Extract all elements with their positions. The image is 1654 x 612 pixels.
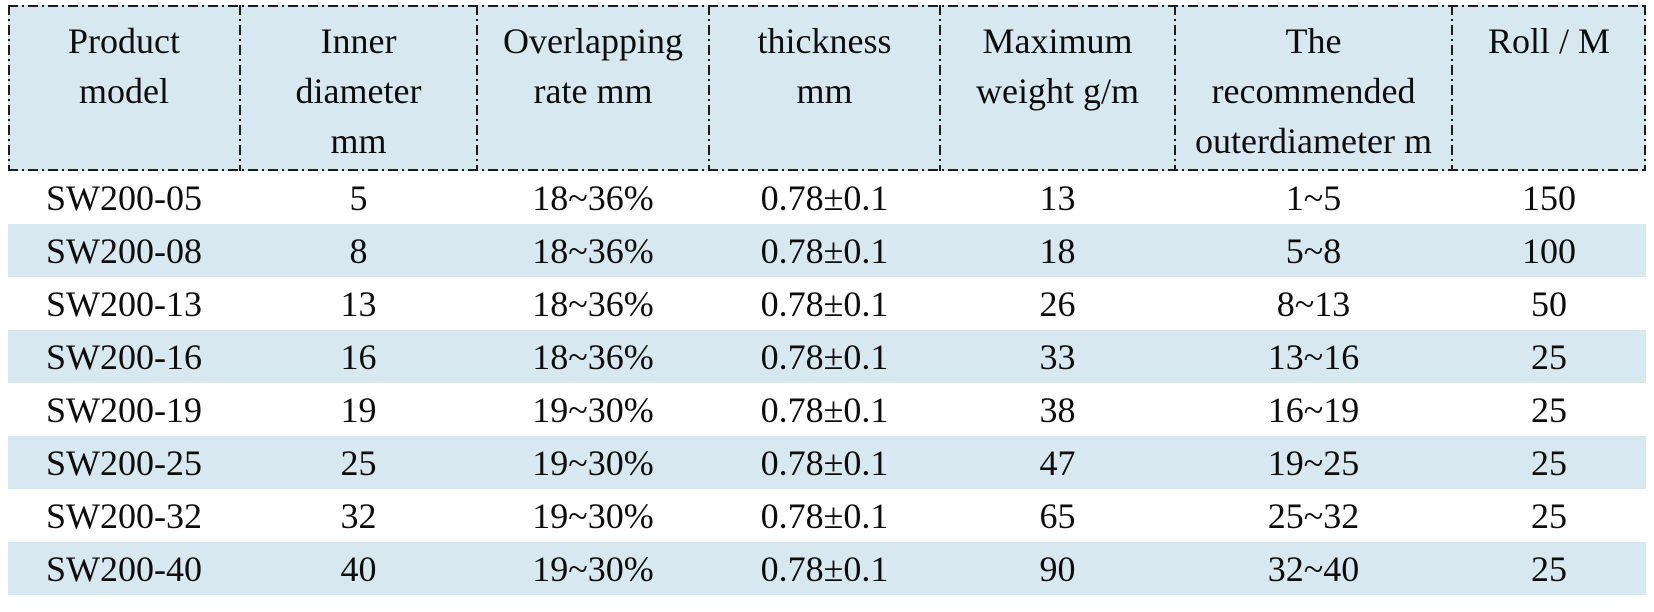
table-cell: 50 — [1531, 283, 1567, 324]
header-label-line: weight g/m — [976, 71, 1139, 111]
table-cell: 25 — [1531, 495, 1567, 536]
table-cell: SW200-19 — [46, 389, 202, 430]
table-row: SW200-13 13 18~36% 0.78±0.1 26 8~13 50 — [8, 277, 1646, 330]
header-label-line: Product — [68, 21, 180, 61]
table-cell: SW200-13 — [46, 283, 202, 324]
table-cell: SW200-32 — [46, 495, 202, 536]
table-cell: 65 — [1039, 495, 1076, 536]
table-cell: 18~36% — [532, 283, 654, 324]
table-cell: 0.78±0.1 — [760, 230, 889, 271]
table-cell: 16~19 — [1267, 389, 1360, 430]
table-cell: 19~30% — [532, 548, 654, 589]
table-cell: 38 — [1039, 389, 1076, 430]
table-cell: SW200-25 — [46, 442, 202, 483]
table-row: SW200-40 40 19~30% 0.78±0.1 90 32~40 25 — [8, 542, 1646, 595]
header-label-line: mm — [796, 71, 853, 111]
table-cell: 150 — [1522, 177, 1576, 218]
table-cell: 90 — [1039, 548, 1076, 589]
header-cell-product-model: Product model — [8, 5, 241, 171]
table-cell: 13 — [1039, 177, 1076, 218]
header-label-line: Maximum — [982, 21, 1133, 61]
header-label-line: mm — [330, 121, 387, 161]
table-cell: SW200-16 — [46, 336, 202, 377]
table-cell: 25 — [1531, 336, 1567, 377]
table-row: SW200-32 32 19~30% 0.78±0.1 65 25~32 25 — [8, 489, 1646, 542]
header-label-line: recommended — [1211, 71, 1416, 111]
header-border-bottom — [8, 169, 1646, 171]
table-cell: 5~8 — [1285, 230, 1342, 271]
table-cell: 5 — [349, 177, 368, 218]
header-label-line: Roll / M — [1487, 21, 1611, 61]
table-cell: 8 — [349, 230, 368, 271]
header-cell-overlapping-rate-mm: Overlapping rate mm — [477, 5, 710, 171]
table-cell: 26 — [1039, 283, 1076, 324]
header-label-line: diameter — [295, 71, 422, 111]
table-header-row: Product model Inner diameter mm Overlapping ra… — [8, 5, 1646, 171]
table-cell: 18~36% — [532, 230, 654, 271]
header-label-line: outerdiameter m — [1195, 121, 1432, 161]
header-cell-thickness-mm: thickness mm — [709, 5, 941, 171]
table-cell: 13~16 — [1267, 336, 1360, 377]
table-cell: 18~36% — [532, 336, 654, 377]
table-cell: SW200-40 — [46, 548, 202, 589]
table-cell: 25 — [1531, 442, 1567, 483]
header-cell-the-recommended-outerdiameter-m: The recommended outerdiameter m — [1175, 5, 1453, 171]
header-border-top — [8, 5, 1646, 7]
table-cell: 19~25 — [1267, 442, 1360, 483]
table-cell: 19~30% — [532, 389, 654, 430]
table-row: SW200-05 5 18~36% 0.78±0.1 13 1~5 150 — [8, 171, 1646, 224]
table-cell: 0.78±0.1 — [760, 389, 889, 430]
table-cell: 100 — [1522, 230, 1576, 271]
table-row: SW200-19 19 19~30% 0.78±0.1 38 16~19 25 — [8, 383, 1646, 436]
table-cell: 0.78±0.1 — [760, 495, 889, 536]
table-cell: 1~5 — [1285, 177, 1342, 218]
table-cell: 0.78±0.1 — [760, 548, 889, 589]
table-cell: 25~32 — [1267, 495, 1360, 536]
header-label-line: Inner — [320, 21, 397, 61]
header-cell-inner-diameter-mm: Inner diameter mm — [240, 5, 478, 171]
header-label-line: The — [1285, 21, 1342, 61]
header-border-left — [8, 5, 10, 171]
table-row: SW200-08 8 18~36% 0.78±0.1 18 5~8 100 — [8, 224, 1646, 277]
header-cell-maximum-weight-g-m: Maximum weight g/m — [940, 5, 1176, 171]
table-cell: 32 — [340, 495, 377, 536]
header-label-line: rate mm — [533, 71, 653, 111]
product-spec-table: Product model Inner diameter mm Overlapping ra… — [8, 5, 1646, 595]
header-cell-roll-m: Roll / M — [1452, 5, 1646, 171]
table-cell: 0.78±0.1 — [760, 442, 889, 483]
table-cell: 0.78±0.1 — [760, 283, 889, 324]
table-body: SW200-05 5 18~36% 0.78±0.1 13 1~5 150 SW200-08 8… — [8, 171, 1646, 595]
table-cell: 33 — [1039, 336, 1076, 377]
table-cell: 25 — [1531, 548, 1567, 589]
table-row: SW200-25 25 19~30% 0.78±0.1 47 19~25 25 — [8, 436, 1646, 489]
table-row: SW200-16 16 18~36% 0.78±0.1 33 13~16 25 — [8, 330, 1646, 383]
table-cell: 16 — [340, 336, 377, 377]
table-cell: 0.78±0.1 — [760, 177, 889, 218]
table-cell: 25 — [340, 442, 377, 483]
table-cell: SW200-05 — [46, 177, 202, 218]
table-cell: 32~40 — [1267, 548, 1360, 589]
header-label-line: thickness — [757, 21, 892, 61]
table-cell: 8~13 — [1276, 283, 1351, 324]
table-cell: 0.78±0.1 — [760, 336, 889, 377]
table-cell: 19~30% — [532, 495, 654, 536]
header-label-line: model — [79, 71, 169, 111]
header-label-line: Overlapping — [503, 21, 683, 61]
table-cell: 19~30% — [532, 442, 654, 483]
table-cell: 18 — [1039, 230, 1076, 271]
table-cell: 25 — [1531, 389, 1567, 430]
table-cell: 47 — [1039, 442, 1076, 483]
table-cell: 18~36% — [532, 177, 654, 218]
table-cell: 40 — [340, 548, 377, 589]
table-cell: 13 — [340, 283, 377, 324]
table-cell: SW200-08 — [46, 230, 202, 271]
header-border-right — [1644, 5, 1646, 171]
table-cell: 19 — [340, 389, 377, 430]
